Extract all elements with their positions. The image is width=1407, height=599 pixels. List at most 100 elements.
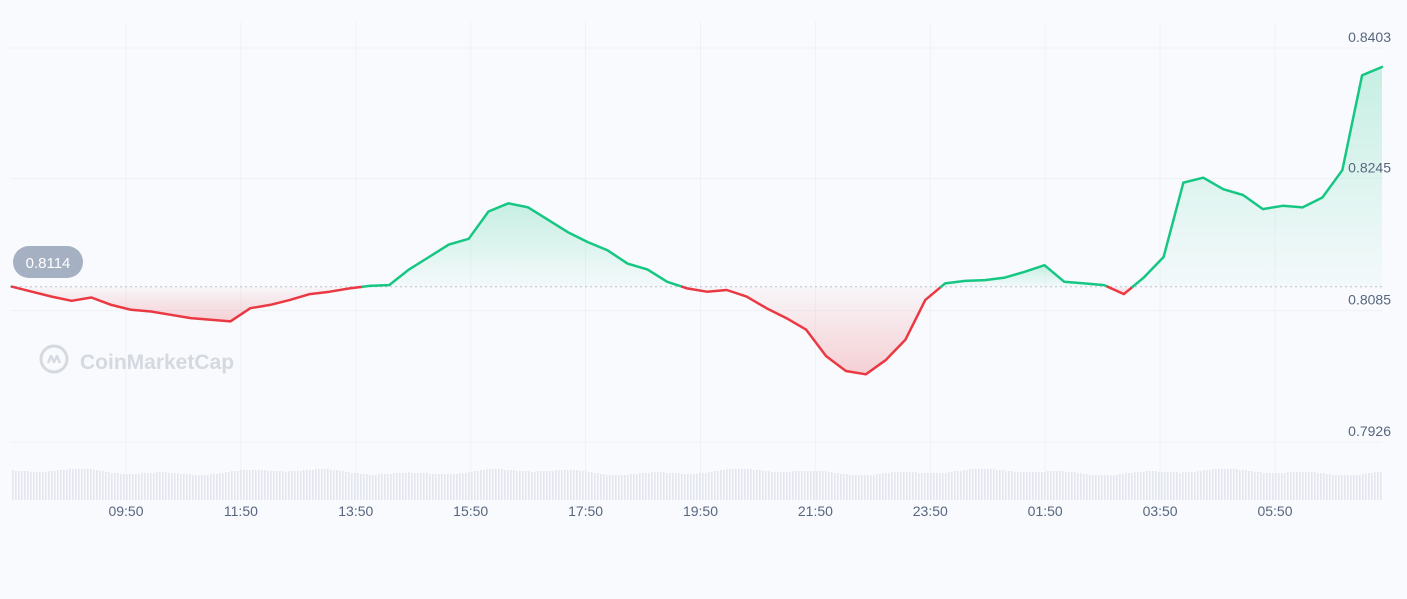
volume-bar — [987, 469, 989, 500]
volume-bar — [633, 474, 635, 500]
volume-bar — [1356, 475, 1358, 500]
volume-bar — [585, 471, 587, 500]
volume-bar — [906, 472, 908, 500]
volume-bar — [855, 475, 857, 500]
volume-bar — [1224, 469, 1226, 500]
area-fills — [12, 67, 1382, 375]
volume-bar — [102, 471, 104, 500]
volume-bar — [1191, 472, 1193, 500]
volume-bar — [75, 469, 77, 500]
volume-bar — [1257, 472, 1259, 500]
volume-bar — [489, 469, 491, 500]
volume-bar — [360, 474, 362, 500]
volume-bar — [213, 474, 215, 500]
volume-bar — [861, 475, 863, 500]
volume-bar — [927, 473, 929, 500]
volume-bar — [1083, 474, 1085, 500]
volume-bar — [90, 469, 92, 500]
volume-bar — [768, 471, 770, 500]
volume-bar — [423, 473, 425, 500]
volume-bar — [234, 471, 236, 500]
volume-bar — [1362, 474, 1364, 500]
watermark-text: CoinMarketCap — [80, 351, 234, 374]
volume-bar — [606, 475, 608, 500]
volume-bar — [312, 470, 314, 500]
volume-bar — [63, 470, 65, 500]
area-above-baseline — [362, 203, 683, 287]
volume-bar — [588, 472, 590, 500]
volume-bar — [1128, 473, 1130, 500]
volume-bar — [1185, 472, 1187, 500]
volume-bar — [1242, 470, 1244, 500]
volume-bar — [780, 472, 782, 500]
volume-bar — [1038, 472, 1040, 500]
volume-bar — [678, 473, 680, 500]
volume-bar — [1245, 470, 1247, 500]
volume-bar — [663, 472, 665, 500]
volume-bar — [1002, 470, 1004, 500]
volume-bar — [963, 470, 965, 500]
volume-bar — [705, 473, 707, 500]
volume-bar — [732, 469, 734, 500]
x-tick-label: 23:50 — [913, 503, 948, 519]
volume-bar — [375, 475, 377, 500]
volume-bar — [156, 472, 158, 500]
y-tick-label: 0.7926 — [1348, 423, 1391, 439]
volume-bar — [150, 473, 152, 500]
volume-bar — [1239, 470, 1241, 500]
reference-badge-bg — [13, 246, 83, 278]
volume-bar — [1143, 472, 1145, 500]
x-tick-label: 01:50 — [1028, 503, 1063, 519]
volume-bar — [276, 471, 278, 500]
volume-bar — [1380, 472, 1382, 500]
volume-bar — [1170, 472, 1172, 500]
volume-bar — [447, 474, 449, 500]
volume-bar — [453, 474, 455, 500]
line-segment-down — [1106, 285, 1135, 296]
volume-bar — [912, 472, 914, 500]
volume-bar — [246, 470, 248, 500]
volume-bar — [1065, 472, 1067, 500]
volume-bar — [1059, 471, 1061, 500]
volume-bar — [471, 472, 473, 500]
volume-bar — [1023, 472, 1025, 500]
volume-bar — [1236, 469, 1238, 500]
volume-bar — [1269, 473, 1271, 500]
x-tick-label: 17:50 — [568, 503, 603, 519]
volume-bar — [84, 469, 86, 500]
volume-bar — [843, 474, 845, 500]
volume-bar — [1308, 472, 1310, 500]
volume-bar — [399, 473, 401, 500]
volume-bar — [129, 474, 131, 500]
volume-bar — [45, 472, 47, 500]
volume-bar — [348, 472, 350, 500]
volume-bar — [96, 470, 98, 500]
volume-bar — [945, 473, 947, 500]
y-tick-label: 0.8403 — [1348, 29, 1391, 45]
volume-bar — [822, 471, 824, 500]
volume-bar — [450, 474, 452, 500]
volume-bar — [414, 473, 416, 500]
volume-bar — [621, 475, 623, 500]
volume-bar — [1113, 475, 1115, 500]
volume-bar — [624, 475, 626, 500]
x-tick-label: 15:50 — [453, 503, 488, 519]
volume-bar — [951, 472, 953, 500]
volume-bar — [747, 469, 749, 500]
reference-badge-label: 0.8114 — [26, 255, 71, 272]
volume-bar — [315, 469, 317, 500]
volume-bar — [666, 473, 668, 500]
volume-bar — [405, 473, 407, 500]
volume-bar — [543, 471, 545, 500]
volume-bar — [693, 474, 695, 500]
volume-bar — [744, 469, 746, 500]
volume-bar — [1290, 472, 1292, 500]
volume-bar — [999, 470, 1001, 500]
volume-bar — [681, 474, 683, 500]
volume-bar — [30, 472, 32, 500]
volume-bar — [1098, 475, 1100, 500]
volume-bar — [576, 470, 578, 500]
volume-bar — [1068, 472, 1070, 500]
volume-bar — [324, 469, 326, 500]
